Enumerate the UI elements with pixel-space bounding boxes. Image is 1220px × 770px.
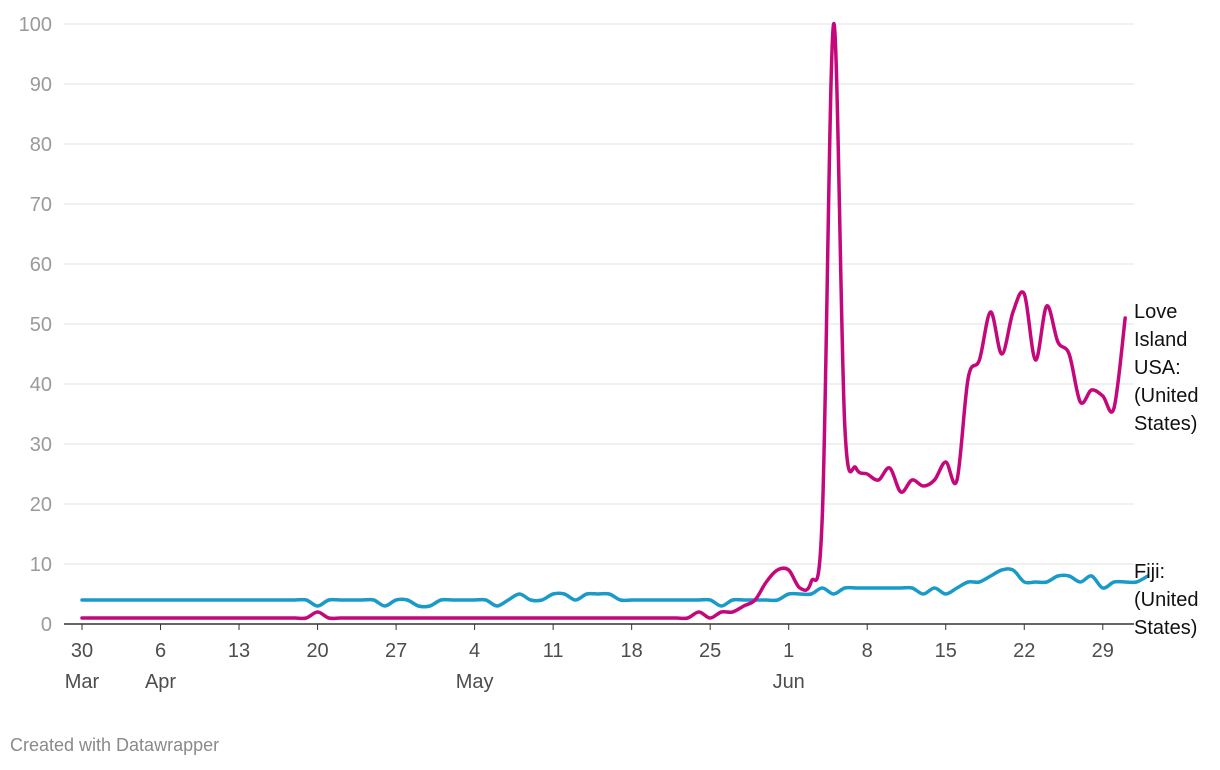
series-labels: Love Island USA: (United States) Fiji: (United… bbox=[1134, 301, 1198, 639]
gridlines bbox=[64, 23, 1134, 630]
series-lines bbox=[80, 22, 1150, 621]
x-tick-month-label: Apr bbox=[145, 671, 176, 693]
x-tick-label: 11 bbox=[543, 640, 564, 662]
x-tick-label: 6 bbox=[155, 640, 166, 662]
x-tick-label: 27 bbox=[385, 640, 407, 662]
x-tick-month-label: Jun bbox=[773, 671, 805, 693]
x-tick-label: 22 bbox=[1013, 640, 1035, 662]
x-tick-label: 25 bbox=[699, 640, 721, 662]
x-tick-label: 4 bbox=[469, 640, 480, 662]
x-tick-label: 30 bbox=[71, 640, 93, 662]
x-tick-label: 1 bbox=[783, 640, 794, 662]
x-tick-month-label: May bbox=[456, 671, 494, 693]
x-tick-label: 13 bbox=[228, 640, 250, 662]
y-tick-label: 50 bbox=[30, 314, 52, 336]
x-tick-label: 20 bbox=[306, 640, 328, 662]
series-label-love-island-usa: Love Island USA: (United States) bbox=[1134, 301, 1198, 435]
y-tick-label: 0 bbox=[41, 614, 52, 636]
x-tick-label: 29 bbox=[1092, 640, 1114, 662]
series-label-fiji: Fiji: (United States) bbox=[1134, 561, 1198, 639]
x-tick-month-label: Mar bbox=[65, 671, 100, 693]
y-tick-label: 80 bbox=[30, 134, 52, 156]
x-tick-label: 8 bbox=[862, 640, 873, 662]
series-line-fiji bbox=[80, 567, 1150, 609]
y-tick-label: 60 bbox=[30, 254, 52, 276]
y-tick-label: 30 bbox=[30, 434, 52, 456]
credit-text: Created with Datawrapper bbox=[10, 735, 220, 755]
x-tick-label: 15 bbox=[935, 640, 957, 662]
y-tick-label: 40 bbox=[30, 374, 52, 396]
y-tick-label: 90 bbox=[30, 74, 52, 96]
y-axis-tick-labels: 0 10 20 30 40 50 60 70 80 90 100 bbox=[19, 14, 52, 636]
y-tick-label: 70 bbox=[30, 194, 52, 216]
y-tick-label: 20 bbox=[30, 494, 52, 516]
x-tick-label: 18 bbox=[621, 640, 643, 662]
y-tick-label: 10 bbox=[30, 554, 52, 576]
series-line-love-island-usa bbox=[80, 22, 1127, 621]
y-tick-label: 100 bbox=[19, 14, 52, 36]
x-axis-tick-labels: 30 Mar 6 Apr 13 20 27 4 May 11 18 25 1 Jun 8 15 22 29 bbox=[65, 640, 1114, 693]
